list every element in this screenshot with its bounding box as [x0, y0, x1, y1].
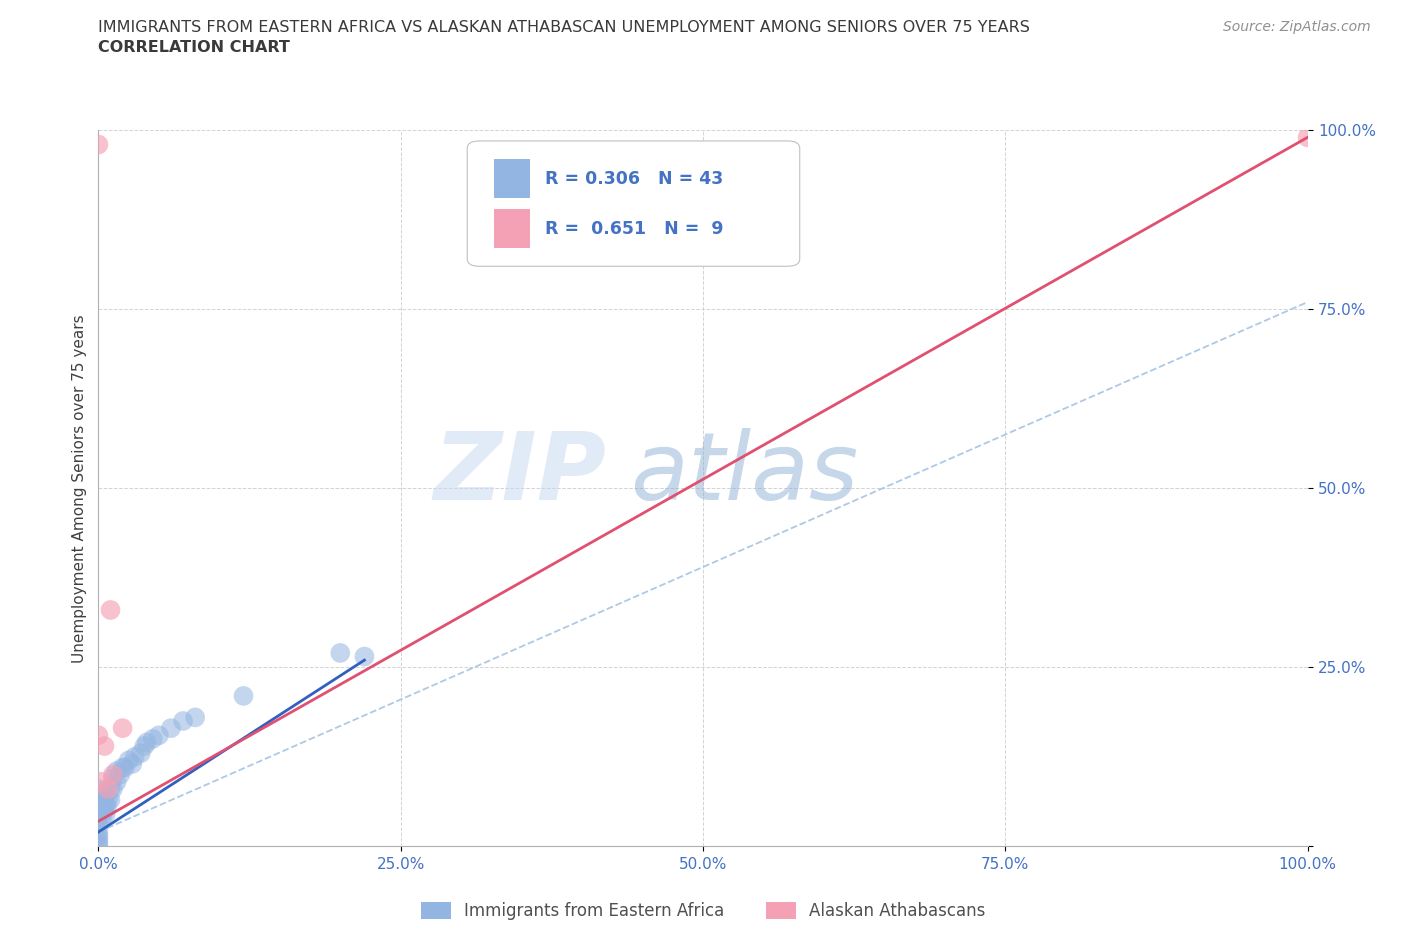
Point: [1296, 130, 1319, 145]
Point: [94, 796, 117, 811]
Text: R =  0.651   N =  9: R = 0.651 N = 9: [544, 219, 723, 238]
Point: [101, 767, 124, 782]
Point: [96, 800, 118, 815]
Point: [93, 804, 115, 818]
Point: [118, 753, 141, 768]
Point: [134, 738, 156, 753]
Legend: Immigrants from Eastern Africa, Alaskan Athabascans: Immigrants from Eastern Africa, Alaskan …: [420, 902, 986, 921]
Point: [100, 792, 122, 807]
Point: [100, 603, 122, 618]
Text: R = 0.306   N = 43: R = 0.306 N = 43: [544, 169, 723, 188]
Point: [135, 735, 157, 750]
Point: [142, 731, 165, 746]
Point: [87, 781, 110, 796]
Point: [172, 713, 194, 728]
Point: [91, 796, 114, 811]
Point: [87, 817, 110, 832]
Point: [87, 137, 110, 152]
Text: CORRELATION CHART: CORRELATION CHART: [98, 40, 290, 55]
Point: [91, 810, 114, 825]
Point: [87, 825, 110, 840]
Point: [91, 800, 114, 815]
Point: [93, 738, 115, 753]
Point: [160, 721, 183, 736]
Text: atlas: atlas: [630, 429, 859, 520]
Point: [87, 796, 110, 811]
Point: [90, 775, 112, 790]
Bar: [494, 209, 530, 248]
Point: [114, 760, 136, 775]
Point: [97, 781, 120, 796]
Point: [329, 645, 352, 660]
Point: [87, 728, 110, 743]
Point: [87, 839, 110, 854]
Point: [93, 792, 115, 807]
Point: [184, 710, 207, 724]
Point: [148, 728, 170, 743]
Point: [232, 688, 254, 703]
Point: [97, 792, 120, 807]
Point: [108, 767, 131, 782]
Point: [87, 835, 110, 850]
Point: [91, 785, 114, 800]
Y-axis label: Unemployment Among Seniors over 75 years: Unemployment Among Seniors over 75 years: [72, 314, 87, 662]
Text: ZIP: ZIP: [433, 428, 606, 520]
Point: [101, 781, 124, 796]
Point: [121, 756, 143, 771]
Point: [111, 721, 134, 736]
Point: [105, 775, 128, 790]
Point: [111, 760, 134, 775]
Point: [105, 764, 128, 778]
FancyBboxPatch shape: [467, 141, 800, 266]
Point: [124, 750, 146, 764]
Point: [101, 771, 124, 786]
Point: [353, 649, 375, 664]
Text: IMMIGRANTS FROM EASTERN AFRICA VS ALASKAN ATHABASCAN UNEMPLOYMENT AMONG SENIORS : IMMIGRANTS FROM EASTERN AFRICA VS ALASKA…: [98, 20, 1031, 35]
Point: [94, 806, 117, 821]
Point: [87, 831, 110, 846]
Text: Source: ZipAtlas.com: Source: ZipAtlas.com: [1223, 20, 1371, 34]
Point: [100, 781, 122, 796]
Point: [87, 810, 110, 825]
Bar: [494, 159, 530, 198]
Point: [87, 828, 110, 843]
Point: [129, 746, 152, 761]
Point: [87, 804, 110, 818]
